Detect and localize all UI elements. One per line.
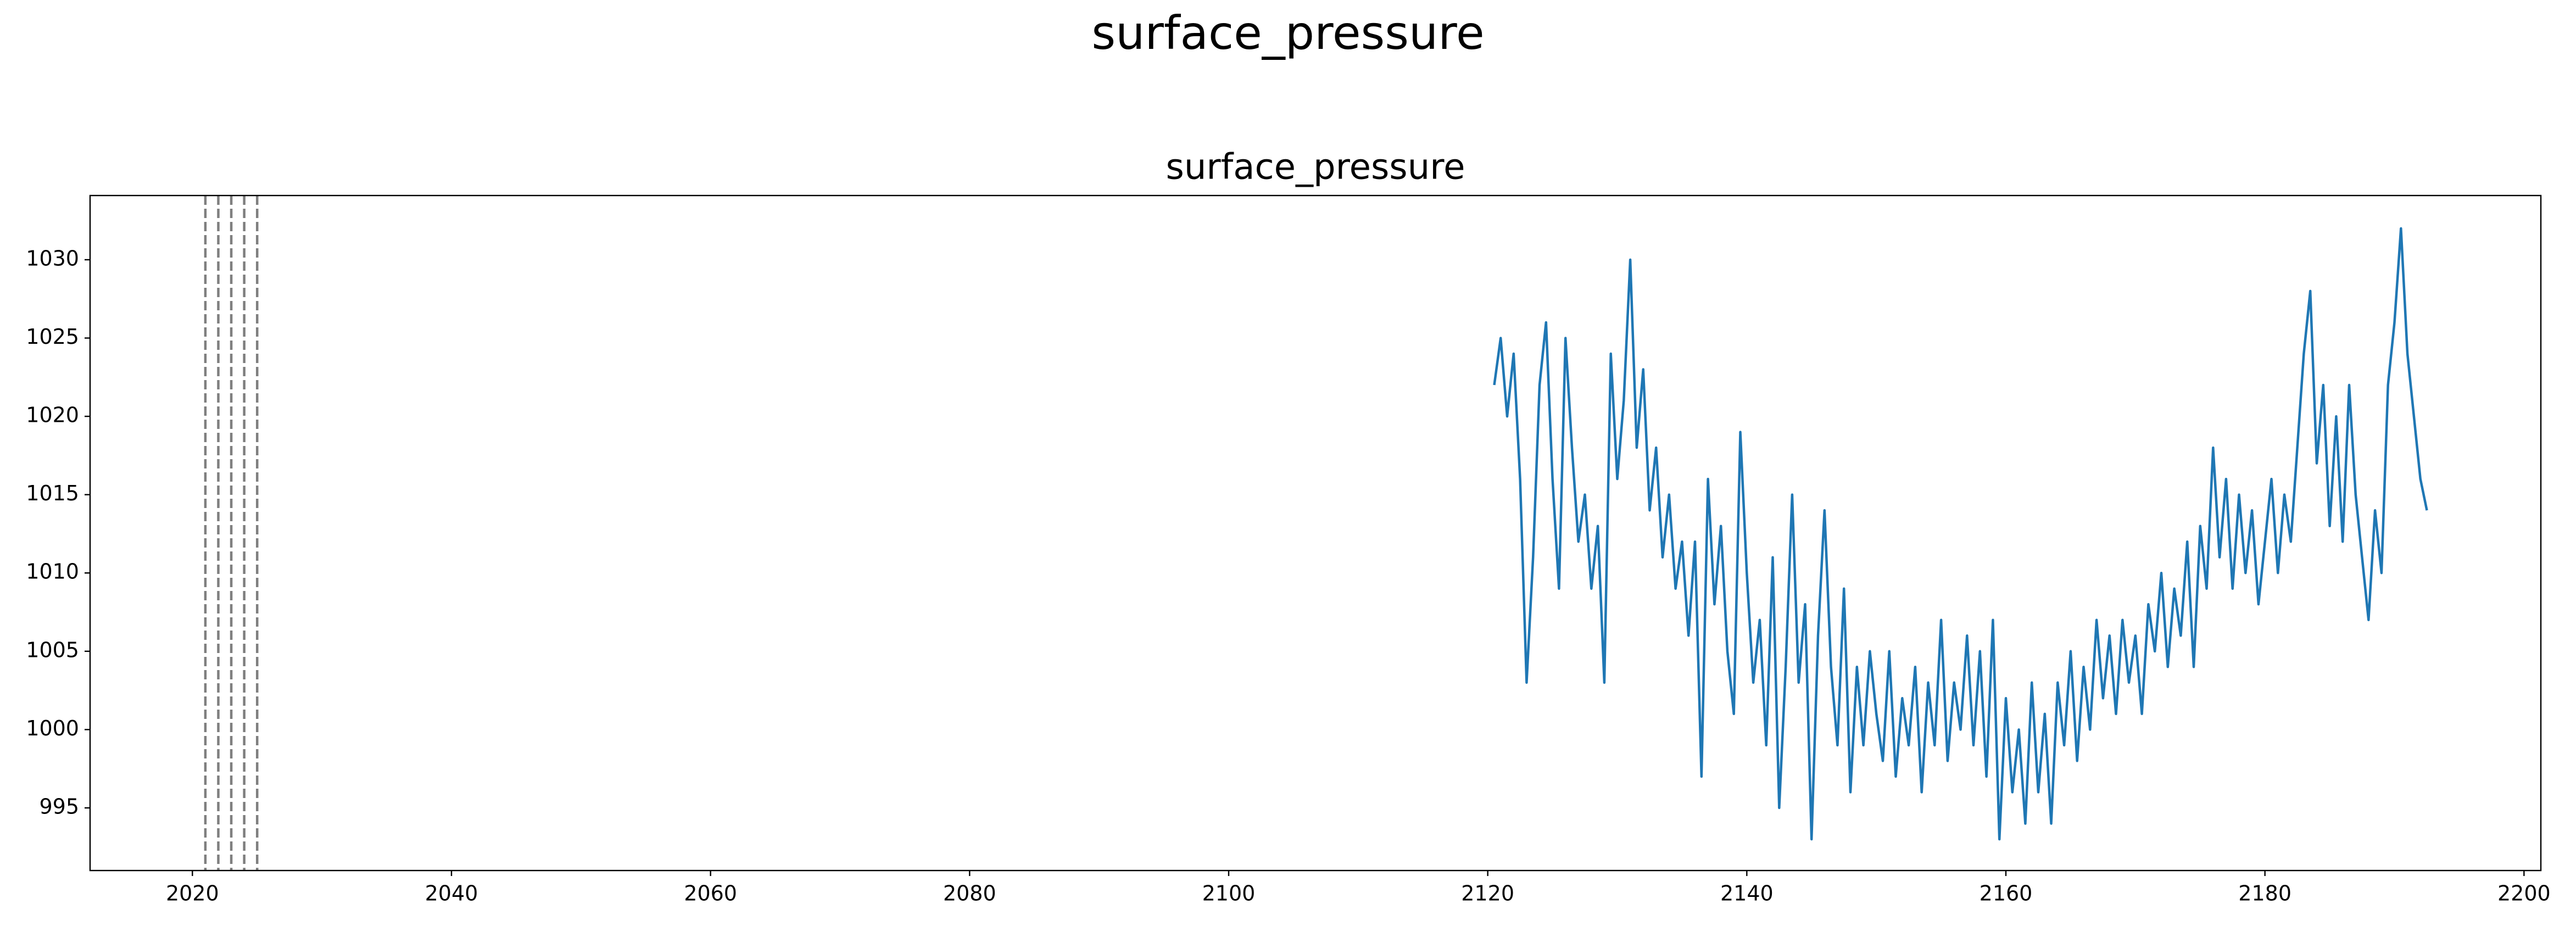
plot-frame <box>89 194 2542 872</box>
x-tick-label: 2080 <box>943 882 996 906</box>
y-tick-label: 1025 <box>26 325 79 349</box>
y-tick-label: 1000 <box>26 716 79 740</box>
x-tick-label: 2020 <box>166 882 219 906</box>
chart-title: surface_pressure <box>1166 147 1465 188</box>
y-tick-label: 1020 <box>26 403 79 427</box>
x-tick-label: 2120 <box>1461 882 1514 906</box>
x-tick-label: 2140 <box>1720 882 1774 906</box>
x-tick-label: 2100 <box>1202 882 1256 906</box>
x-tick-label: 2200 <box>2497 882 2551 906</box>
x-tick-label: 2180 <box>2238 882 2291 906</box>
y-tick-label: 1015 <box>26 481 79 505</box>
x-tick-label: 2060 <box>684 882 737 906</box>
y-tick-label: 1010 <box>26 560 79 584</box>
y-tick-label: 995 <box>39 794 79 818</box>
x-tick-label: 2040 <box>425 882 478 906</box>
y-tick-label: 1005 <box>26 638 79 662</box>
y-tick-label: 1030 <box>26 246 79 270</box>
data-line <box>1493 227 2428 841</box>
x-tick-label: 2160 <box>1980 882 2033 906</box>
suptitle: surface_pressure <box>1091 6 1484 60</box>
